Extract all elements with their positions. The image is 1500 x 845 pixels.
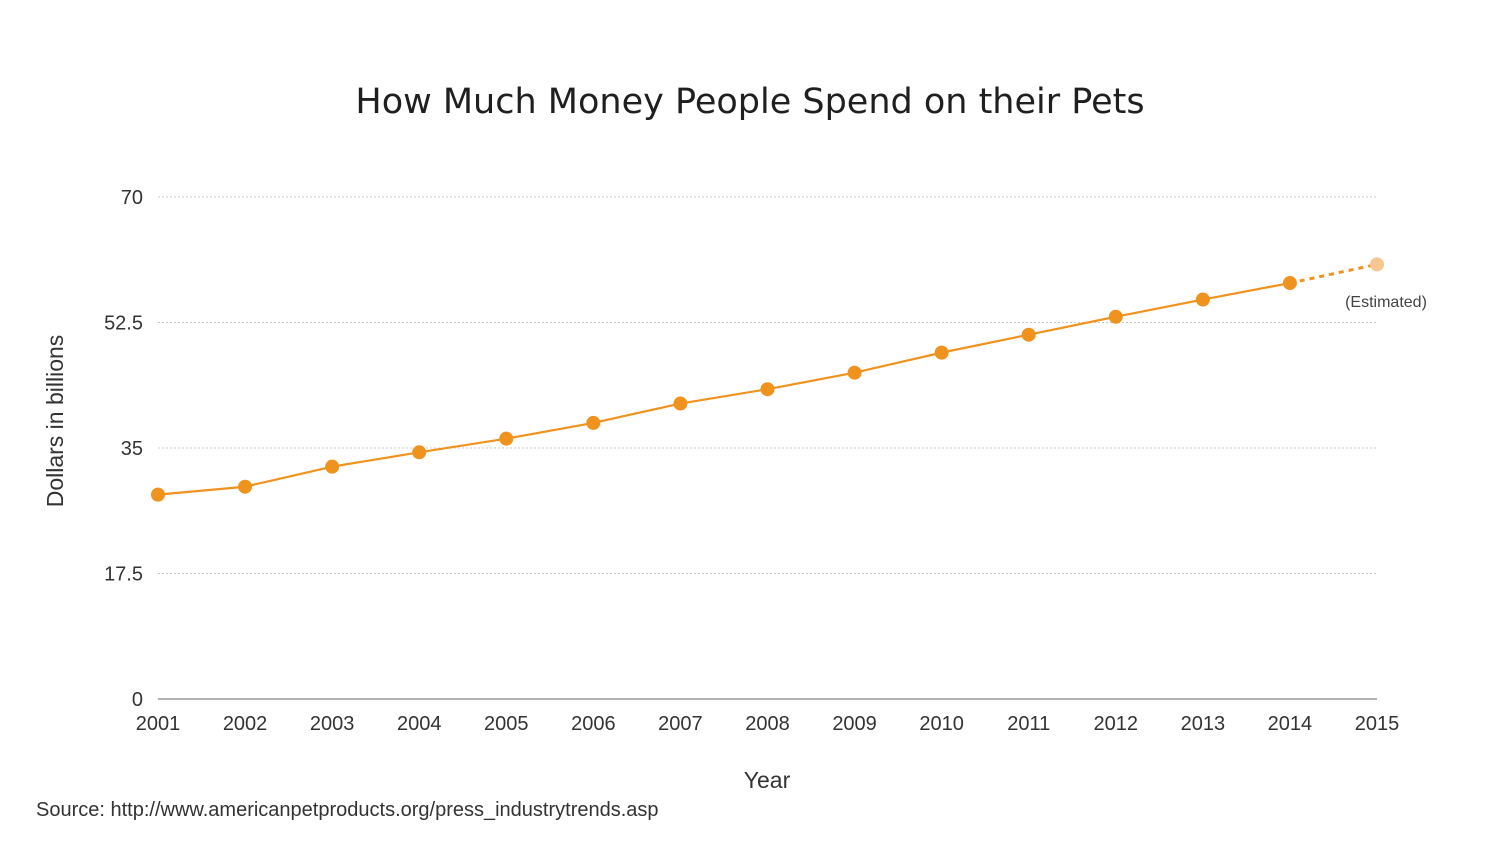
x-tick-label: 2003 (310, 713, 355, 735)
x-tick-label: 2002 (223, 713, 268, 735)
data-point (1195, 292, 1210, 307)
data-point (1021, 327, 1036, 342)
x-tick-label: 2013 (1181, 713, 1226, 735)
series-line-estimated (1289, 262, 1378, 285)
x-tick-label: 2006 (571, 713, 616, 735)
x-tick-label: 2014 (1268, 713, 1313, 735)
y-tick-label: 52.5 (104, 313, 143, 335)
data-point (151, 487, 165, 502)
source-note: Source: http://www.americanpetproducts.o… (36, 799, 659, 821)
x-tick-label: 2015 (1355, 713, 1400, 735)
y-tick-label: 70 (121, 187, 143, 209)
x-tick-label: 2005 (484, 713, 529, 735)
data-point (586, 415, 601, 430)
x-tick-labels: 2001 2002 2003 2004 2005 2006 2007 2008 2009 2010… (136, 713, 1400, 735)
y-tick-labels: 0 17.5 35 52.5 70 (104, 187, 143, 711)
data-point (673, 396, 688, 411)
estimated-annotation: (Estimated) (1345, 294, 1427, 311)
data-point (238, 479, 253, 494)
data-point (499, 431, 514, 446)
data-point (847, 365, 862, 380)
x-axis-label: Year (744, 767, 791, 793)
x-tick-label: 2011 (1007, 713, 1050, 735)
x-tick-label: 2012 (1094, 713, 1139, 735)
x-tick-label: 2010 (919, 713, 964, 735)
x-tick-label: 2009 (832, 713, 877, 735)
data-point-estimated (1370, 257, 1384, 272)
y-tick-label: 35 (121, 438, 143, 460)
series-line (157, 281, 1291, 496)
data-point (760, 382, 775, 397)
y-tick-label: 0 (132, 689, 143, 711)
x-tick-label: 2007 (658, 713, 703, 735)
gridlines (158, 196, 1377, 574)
data-point (1108, 309, 1123, 324)
data-point (1282, 276, 1297, 291)
x-tick-label: 2001 (136, 713, 181, 735)
chart-title: How Much Money People Spend on their Pet… (355, 82, 1144, 122)
data-series (151, 257, 1384, 502)
data-point (934, 345, 949, 360)
x-tick-label: 2008 (745, 713, 790, 735)
y-tick-label: 17.5 (104, 564, 143, 586)
x-tick-label: 2004 (397, 713, 442, 735)
data-point (325, 459, 340, 474)
y-axis-label: Dollars in billions (42, 335, 68, 508)
data-point (412, 445, 427, 460)
